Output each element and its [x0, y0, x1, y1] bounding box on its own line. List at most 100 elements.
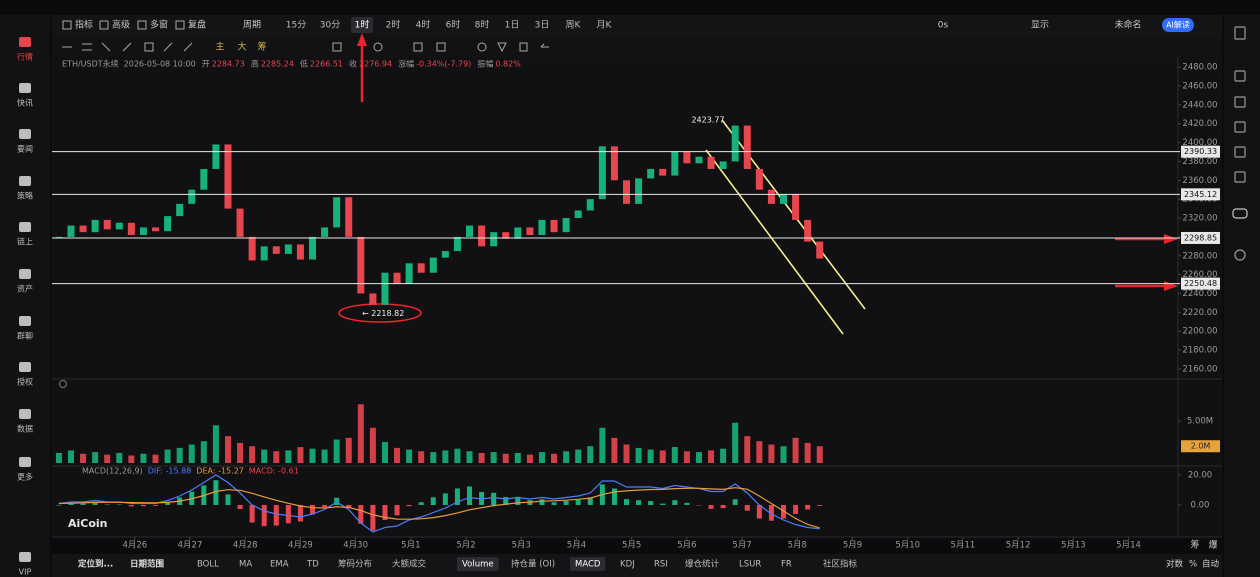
icon[interactable]	[1234, 146, 1246, 158]
indicator-button[interactable]: FR	[781, 560, 792, 570]
indicator-button[interactable]: RSI	[654, 560, 668, 570]
icon[interactable]	[413, 42, 423, 52]
indicator-button[interactable]: LSUR	[739, 560, 761, 570]
icon[interactable]	[1232, 208, 1248, 219]
sidebar-label[interactable]: 策略	[17, 191, 33, 201]
sidebar-icon[interactable]	[19, 269, 31, 279]
icon[interactable]	[1234, 70, 1246, 82]
indicator-button[interactable]: 大额成交	[392, 559, 427, 570]
ai-button[interactable]: AI解读	[1166, 20, 1190, 30]
indicator-button[interactable]: BOLL	[197, 560, 219, 570]
pane-eye[interactable]	[59, 380, 67, 388]
icon[interactable]	[1234, 171, 1246, 183]
tool-button[interactable]: 指标	[75, 19, 93, 31]
macd-bar	[165, 501, 171, 505]
indicator-button[interactable]: KDJ	[620, 560, 635, 570]
tool-button[interactable]: 复盘	[188, 19, 206, 31]
corner-button[interactable]: 筹	[1190, 539, 1199, 551]
icon[interactable]	[1234, 121, 1246, 133]
volume-bar	[744, 436, 751, 463]
icon[interactable]	[373, 42, 383, 52]
bottom-right[interactable]: 对数	[1166, 559, 1184, 570]
period-button[interactable]: 周K	[566, 20, 582, 31]
y-tick-label: 2200.00	[1182, 327, 1217, 337]
sidebar-label[interactable]: VIP	[19, 568, 32, 577]
sidebar-icon[interactable]	[19, 83, 31, 93]
sidebar-icon[interactable]	[19, 316, 31, 326]
sidebar-icon[interactable]	[19, 409, 31, 419]
period-button[interactable]: 4时	[416, 19, 431, 31]
corner-button[interactable]: 爆	[1208, 539, 1217, 551]
tool-icon[interactable]	[175, 20, 185, 30]
sidebar-icon[interactable]	[19, 222, 31, 232]
icon[interactable]	[497, 42, 507, 53]
bottom-left[interactable]: 定位到...	[77, 559, 113, 570]
sidebar-label[interactable]: 授权	[17, 377, 33, 387]
sidebar-label[interactable]: 数据	[17, 424, 33, 434]
tool-icon[interactable]	[99, 20, 109, 30]
sidebar-label[interactable]: 行情	[17, 52, 33, 62]
icon[interactable]	[144, 42, 154, 52]
period-button[interactable]: 15分	[286, 20, 306, 31]
sidebar-icon[interactable]	[19, 129, 31, 139]
sidebar-label[interactable]: 群聊	[17, 331, 33, 341]
tool-icon[interactable]	[137, 20, 147, 30]
indicator-button[interactable]: Volume	[462, 560, 494, 570]
bottom-left[interactable]: 日期范围	[130, 559, 164, 570]
sidebar-icon[interactable]	[19, 552, 31, 562]
icon[interactable]	[1234, 96, 1246, 108]
draw-tool[interactable]: 主	[215, 41, 224, 53]
sidebar-label[interactable]: 资产	[17, 284, 33, 294]
indicator-button[interactable]: TD	[306, 560, 319, 570]
indicator-button[interactable]: MA	[239, 560, 252, 570]
draw-tool[interactable]: 筹	[257, 41, 266, 53]
toolbar-right[interactable]: 未命名	[1114, 19, 1141, 31]
icon[interactable]	[477, 42, 487, 52]
period-button[interactable]: 2时	[386, 19, 401, 31]
sidebar-icon[interactable]	[19, 37, 31, 47]
icon[interactable]	[163, 42, 173, 52]
candle	[248, 236, 256, 261]
sidebar-icon[interactable]	[19, 457, 31, 467]
tool-icon[interactable]	[62, 20, 72, 30]
indicator-button[interactable]: 持仓量 (OI)	[511, 559, 555, 570]
tool-button[interactable]: 多窗	[150, 19, 168, 31]
indicator-button[interactable]: 社区指标	[823, 559, 858, 570]
period-menu[interactable]: 周期	[243, 20, 261, 31]
sidebar-icon[interactable]	[19, 176, 31, 186]
sidebar-label[interactable]: 快讯	[17, 98, 33, 108]
draw-tool[interactable]: 大	[237, 41, 246, 53]
level-tag	[1181, 277, 1220, 290]
sidebar-label[interactable]: 链上	[17, 237, 33, 247]
icon[interactable]	[1234, 249, 1246, 261]
icon[interactable]	[183, 42, 193, 52]
sidebar-label[interactable]: 更多	[17, 472, 33, 482]
icon[interactable]	[540, 43, 549, 48]
icon[interactable]	[122, 42, 132, 52]
indicator-button[interactable]: MACD	[575, 560, 601, 570]
icon[interactable]	[332, 42, 342, 52]
icon[interactable]	[101, 42, 111, 52]
y-tick-label: 0.00	[1191, 500, 1210, 510]
icon[interactable]	[436, 42, 446, 52]
indicator-button[interactable]: EMA	[270, 560, 289, 570]
toolbar-right[interactable]: 0s	[938, 21, 949, 31]
tool-button[interactable]: 高级	[112, 19, 130, 31]
sidebar-label[interactable]: 要闻	[17, 145, 33, 154]
indicator-button[interactable]: 爆仓统计	[685, 559, 720, 570]
bottom-right[interactable]: %	[1189, 560, 1197, 570]
period-button[interactable]: 月K	[597, 20, 613, 31]
bottom-right[interactable]: 自动	[1202, 559, 1220, 570]
period-button[interactable]: 6时	[446, 19, 461, 31]
ai-button-bg[interactable]	[1162, 18, 1194, 32]
icon[interactable]	[519, 42, 528, 52]
period-button[interactable]: 1日	[505, 20, 520, 31]
toolbar-right[interactable]: 显示	[1031, 20, 1049, 31]
period-button[interactable]: 30分	[320, 20, 340, 31]
indicator-button[interactable]: 筹码分布	[338, 559, 372, 570]
sidebar-icon[interactable]	[19, 362, 31, 372]
period-button[interactable]: 1时	[355, 19, 370, 31]
period-button[interactable]: 3日	[535, 20, 550, 31]
period-button[interactable]: 8时	[475, 19, 490, 31]
icon[interactable]	[1234, 26, 1246, 40]
